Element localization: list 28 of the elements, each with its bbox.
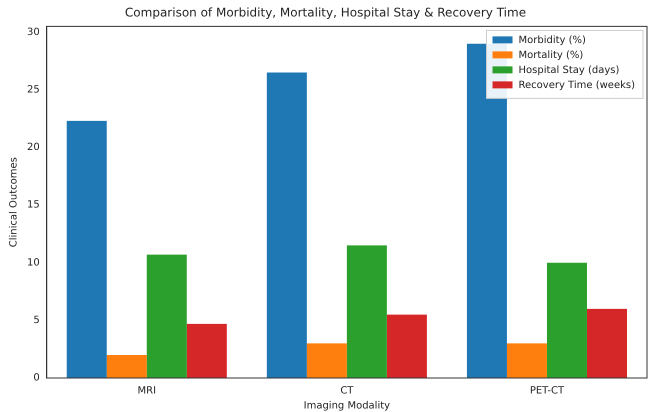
x-tick-label: PET-CT: [530, 386, 565, 397]
legend-label: Recovery Time (weeks): [518, 80, 636, 91]
bar: [586, 308, 627, 378]
y-axis-title: Clinical Outcomes: [8, 157, 20, 248]
y-tick-label: 0: [33, 372, 40, 384]
x-axis-title: Imaging Modality: [304, 400, 390, 412]
y-tick-label: 30: [26, 26, 40, 38]
y-tick-label: 20: [26, 142, 40, 154]
x-tick-label: MRI: [138, 386, 156, 397]
bar: [346, 245, 387, 378]
y-tick-label: 15: [26, 200, 40, 211]
bar: [386, 314, 427, 378]
legend-label: Morbidity (%): [518, 34, 586, 46]
bar: [506, 343, 547, 378]
bar: [146, 254, 187, 378]
bar: [66, 120, 107, 378]
bar: [186, 324, 227, 378]
y-tick-label: 25: [26, 84, 40, 96]
bar: [546, 262, 587, 378]
chart-title: Comparison of Morbidity, Mortality, Hospital Stay & Recovery Time: [124, 5, 526, 20]
bar: [266, 72, 307, 378]
legend-label: Hospital Stay (days): [518, 64, 620, 76]
bar: [106, 354, 147, 378]
y-tick-label: 5: [33, 314, 40, 326]
y-tick-label: 10: [26, 257, 40, 268]
bar: [306, 343, 347, 378]
x-tick-label: CT: [340, 386, 354, 397]
legend-label: Mortality (%): [518, 50, 584, 61]
